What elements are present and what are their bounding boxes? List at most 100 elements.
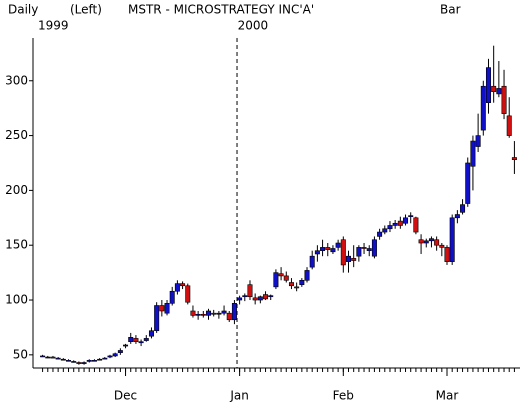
body — [71, 361, 77, 363]
x-tick-label: Jan — [229, 389, 249, 403]
body — [242, 295, 248, 298]
body — [485, 67, 491, 103]
body — [299, 279, 305, 285]
body — [112, 353, 118, 357]
y-tick-label: 300 — [5, 73, 28, 87]
body — [345, 255, 351, 262]
body — [382, 228, 388, 233]
body — [361, 247, 367, 249]
body — [128, 337, 134, 342]
y-tick-label: 250 — [5, 128, 28, 142]
body — [340, 239, 346, 266]
body — [278, 273, 284, 277]
body — [273, 272, 279, 288]
body — [138, 341, 144, 344]
body — [423, 240, 429, 244]
body — [283, 275, 289, 281]
body — [501, 85, 507, 114]
body — [164, 303, 170, 314]
body — [180, 283, 186, 287]
period-label: Daily — [8, 3, 38, 17]
body — [491, 85, 497, 93]
style-label: Bar — [440, 3, 461, 17]
body — [237, 297, 243, 301]
body — [91, 360, 97, 362]
body — [418, 239, 424, 244]
body — [247, 284, 253, 298]
body — [397, 220, 403, 226]
body — [470, 140, 476, 167]
y-tick-label: 200 — [5, 183, 28, 197]
body — [439, 244, 445, 248]
body — [449, 217, 455, 262]
body — [480, 85, 486, 131]
chart-title: MSTR - MICROSTRATEGY INC'A' — [128, 3, 314, 17]
body — [231, 303, 237, 321]
body — [107, 355, 113, 358]
body — [200, 313, 206, 316]
body — [434, 239, 440, 246]
body — [97, 358, 103, 361]
body — [325, 247, 331, 250]
body — [60, 358, 66, 361]
body — [195, 313, 201, 316]
body — [335, 242, 341, 248]
body — [257, 296, 263, 301]
body — [356, 247, 362, 257]
body — [40, 355, 46, 358]
x-tick-label: Dec — [114, 389, 137, 403]
body — [413, 217, 419, 233]
body — [444, 247, 450, 262]
body — [45, 356, 51, 359]
body — [320, 247, 326, 251]
body — [86, 360, 92, 362]
body — [403, 217, 409, 224]
body — [206, 310, 212, 316]
body — [408, 215, 414, 218]
scale-side-label: (Left) — [70, 3, 102, 17]
body — [159, 305, 165, 312]
body — [154, 305, 160, 332]
body — [392, 222, 398, 226]
body — [102, 357, 108, 360]
body — [55, 357, 61, 360]
body — [351, 258, 357, 261]
body — [123, 344, 129, 347]
body — [511, 157, 517, 160]
body — [454, 214, 460, 219]
body — [66, 360, 72, 362]
body — [190, 310, 196, 316]
body — [174, 283, 180, 292]
body — [252, 297, 258, 301]
body — [371, 239, 377, 257]
body — [169, 290, 175, 304]
body — [428, 238, 434, 242]
body — [496, 88, 502, 95]
body — [211, 312, 217, 315]
x-tick-label: Mar — [436, 389, 459, 403]
body — [475, 135, 481, 147]
body — [268, 295, 274, 298]
body — [221, 310, 227, 314]
body — [143, 338, 149, 341]
body — [76, 362, 82, 364]
body — [117, 350, 123, 353]
body — [330, 248, 336, 253]
x-tick-label: Feb — [333, 389, 354, 403]
year-label: 2000 — [238, 19, 269, 33]
body — [465, 162, 471, 204]
body — [314, 250, 320, 255]
y-tick-label: 150 — [5, 238, 28, 252]
body — [185, 285, 191, 303]
body — [263, 294, 269, 300]
body — [294, 286, 300, 289]
body — [81, 362, 87, 364]
body — [216, 312, 222, 315]
body — [226, 312, 232, 321]
body — [50, 356, 56, 359]
body — [309, 255, 315, 268]
y-tick-label: 50 — [13, 347, 28, 361]
y-tick-label: 100 — [5, 293, 28, 307]
